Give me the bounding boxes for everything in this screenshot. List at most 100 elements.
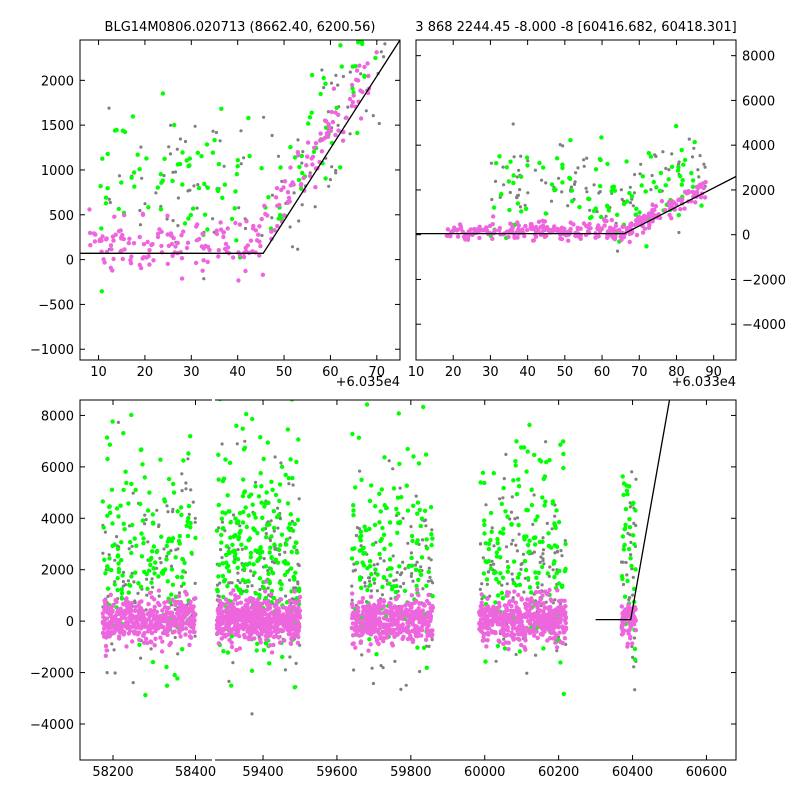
gray-point bbox=[510, 572, 514, 576]
green-point bbox=[411, 503, 416, 508]
green-point bbox=[626, 546, 632, 552]
green-point bbox=[268, 545, 273, 550]
green-point bbox=[531, 535, 537, 541]
green-point bbox=[421, 404, 426, 410]
gray-point bbox=[196, 183, 200, 187]
pink-point bbox=[160, 639, 165, 644]
green-point bbox=[506, 179, 511, 184]
pink-point bbox=[366, 73, 371, 79]
pink-point bbox=[176, 613, 181, 618]
green-point bbox=[690, 178, 696, 183]
pink-point bbox=[322, 118, 328, 123]
gray-point bbox=[555, 550, 560, 554]
pink-point bbox=[205, 259, 210, 265]
pink-point bbox=[404, 613, 409, 618]
gray-point bbox=[573, 180, 577, 184]
green-point bbox=[409, 563, 415, 568]
pink-point bbox=[272, 228, 277, 233]
green-point bbox=[230, 542, 235, 548]
gray-point bbox=[394, 578, 398, 582]
green-point bbox=[621, 481, 627, 486]
green-point bbox=[236, 519, 241, 524]
x-tick-label: 60400 bbox=[612, 765, 653, 780]
pink-point bbox=[698, 195, 704, 200]
pink-point bbox=[626, 631, 631, 636]
pink-point bbox=[242, 622, 247, 627]
green-point bbox=[429, 532, 434, 537]
green-point bbox=[105, 564, 110, 569]
pink-point bbox=[563, 604, 568, 609]
green-point bbox=[483, 659, 488, 664]
pink-point bbox=[257, 224, 262, 229]
pink-point bbox=[147, 627, 152, 632]
green-point bbox=[186, 216, 191, 221]
pink-point bbox=[224, 609, 229, 614]
green-point bbox=[177, 533, 182, 539]
y-tick-label: 6000 bbox=[742, 94, 775, 109]
gray-point bbox=[178, 137, 182, 141]
gray-point bbox=[504, 452, 508, 456]
gray-point bbox=[419, 565, 423, 569]
pink-point bbox=[515, 616, 520, 621]
pink-point bbox=[389, 622, 395, 628]
x-tick-label: 20 bbox=[137, 365, 154, 380]
pink-point bbox=[397, 605, 403, 610]
gray-point bbox=[334, 168, 338, 173]
gray-point bbox=[536, 585, 540, 590]
pink-point bbox=[504, 605, 509, 610]
pink-point bbox=[378, 634, 383, 639]
green-point bbox=[676, 164, 681, 170]
pink-point bbox=[560, 624, 565, 629]
y-tick-label: −4000 bbox=[742, 318, 786, 333]
pink-point bbox=[357, 600, 362, 605]
gray-point bbox=[193, 581, 197, 586]
green-point bbox=[189, 550, 194, 556]
pink-point bbox=[151, 597, 157, 602]
pink-point bbox=[252, 629, 257, 635]
green-point bbox=[288, 144, 293, 150]
green-point bbox=[517, 582, 523, 587]
green-point bbox=[128, 583, 133, 588]
gray-point bbox=[511, 122, 515, 126]
pink-point bbox=[324, 134, 329, 139]
gray-point bbox=[696, 168, 700, 172]
green-point bbox=[115, 576, 120, 581]
green-point bbox=[657, 188, 663, 194]
pink-point bbox=[358, 640, 363, 645]
pink-point bbox=[613, 223, 619, 229]
green-point bbox=[550, 499, 556, 504]
green-point bbox=[507, 207, 512, 213]
gray-point bbox=[515, 549, 520, 553]
green-point bbox=[116, 206, 122, 212]
gray-point bbox=[385, 578, 389, 583]
pink-point bbox=[191, 629, 196, 635]
gray-point bbox=[411, 579, 415, 583]
pink-point bbox=[484, 644, 489, 649]
pink-point bbox=[218, 604, 224, 609]
pink-point bbox=[528, 630, 533, 635]
green-point bbox=[309, 72, 315, 78]
green-point bbox=[561, 439, 566, 444]
pink-point bbox=[288, 611, 293, 616]
gray-point bbox=[186, 189, 190, 193]
pink-point bbox=[143, 636, 149, 641]
pink-point bbox=[522, 233, 527, 239]
green-point bbox=[560, 180, 565, 185]
axis-break-top bbox=[212, 398, 215, 402]
gray-point bbox=[371, 114, 375, 118]
green-point bbox=[238, 587, 243, 593]
pink-point bbox=[272, 603, 277, 609]
gray-point bbox=[143, 513, 147, 517]
green-point bbox=[228, 520, 233, 525]
pink-point bbox=[188, 608, 194, 614]
pink-point bbox=[305, 140, 311, 145]
gray-point bbox=[187, 512, 191, 516]
pink-point bbox=[497, 225, 502, 231]
pink-point bbox=[427, 612, 432, 617]
gray-point bbox=[189, 488, 193, 492]
green-point bbox=[377, 491, 382, 496]
pink-point bbox=[236, 278, 241, 283]
green-point bbox=[646, 150, 651, 156]
gray-point bbox=[328, 178, 332, 182]
gray-point bbox=[155, 566, 159, 570]
